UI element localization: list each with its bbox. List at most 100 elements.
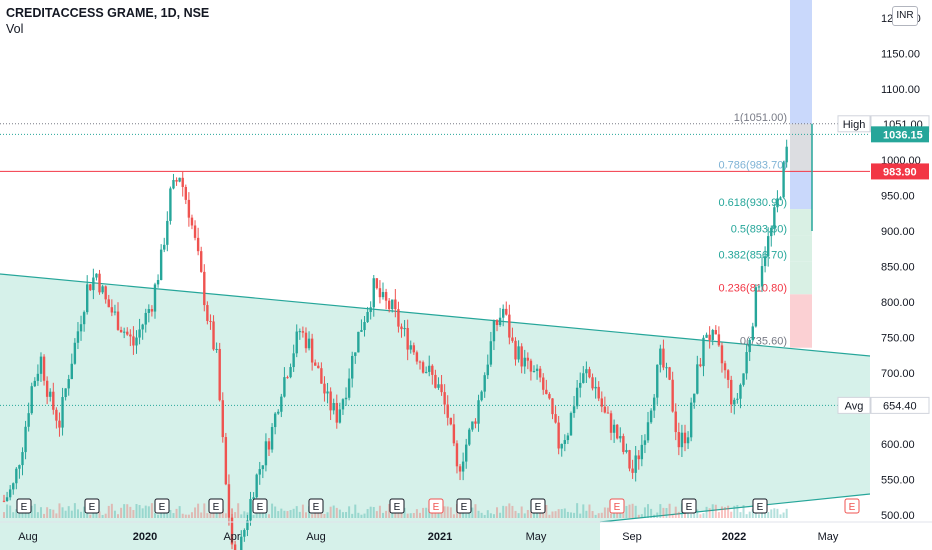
price-tag-value: 983.90	[883, 166, 917, 178]
volume-bar	[27, 512, 30, 518]
candle-body	[280, 396, 283, 412]
candle-body	[61, 397, 64, 428]
price-tag-label: High	[843, 119, 866, 131]
candle-body	[569, 413, 573, 436]
earnings-marker: E	[530, 498, 546, 514]
fib-label: 0.786(983.70)	[719, 160, 788, 172]
candle-body	[175, 180, 178, 182]
candle-body	[551, 398, 554, 415]
candle-body	[307, 338, 311, 349]
candle-body	[344, 397, 348, 400]
volume-bar	[98, 511, 101, 518]
earnings-box	[681, 498, 697, 514]
candle-body	[357, 331, 360, 353]
volume-bar	[372, 507, 375, 518]
volume-bar	[508, 503, 511, 518]
volume-bar	[677, 511, 680, 518]
volume-bar	[113, 510, 116, 518]
fib-label: 0.5(893.80)	[731, 223, 787, 235]
candle-body	[184, 186, 188, 200]
volume-bar	[551, 511, 554, 518]
volume-bar	[30, 505, 33, 518]
candle-body	[579, 382, 582, 388]
volume-bar	[6, 504, 9, 518]
currency-button[interactable]: INR	[892, 6, 918, 26]
candle-body	[726, 370, 730, 380]
candle-body	[378, 288, 382, 298]
symbol-title[interactable]: CREDITACCESS GRAME, 1D, NSE	[6, 6, 210, 20]
candle-body	[717, 334, 721, 346]
volume-bar	[215, 510, 218, 518]
volume-bar	[674, 506, 677, 518]
volume-bar	[643, 507, 646, 518]
candle-body	[45, 380, 49, 397]
candle-body	[505, 308, 508, 315]
volume-bar	[184, 514, 187, 518]
candle-body	[320, 368, 323, 384]
candle-body	[465, 444, 468, 462]
channel-upper-line	[0, 273, 871, 357]
volume-bar	[341, 512, 344, 518]
candle-body	[129, 334, 132, 337]
earnings-marker: E	[16, 498, 32, 514]
volume-bar	[492, 514, 495, 518]
volume-bar	[369, 506, 372, 518]
volume-bar	[474, 504, 477, 518]
volume-bar	[465, 513, 468, 518]
x-tick-label: Apr	[223, 531, 240, 543]
volume-bar	[671, 514, 674, 518]
candle-body	[261, 465, 265, 470]
candle-body	[289, 367, 292, 378]
candle-body	[446, 404, 449, 418]
candle-body	[458, 466, 462, 472]
volume-bar	[785, 508, 788, 518]
candle-body	[760, 266, 764, 287]
candle-body	[705, 334, 708, 338]
candle-body	[619, 436, 622, 439]
volume-bar	[579, 513, 582, 518]
candle-body	[406, 327, 409, 350]
volume-bar	[126, 504, 129, 518]
volume-bar	[650, 508, 653, 518]
volume-bar	[76, 509, 79, 518]
candle-body	[70, 363, 73, 380]
earnings-marker: E	[428, 498, 444, 514]
candle-body	[21, 452, 24, 466]
volume-bar	[89, 514, 92, 518]
candle-body	[18, 465, 21, 469]
volume-bar	[557, 509, 560, 518]
candle-body	[326, 391, 329, 394]
volume-bar	[15, 509, 18, 518]
candle-body	[193, 225, 197, 238]
candle-body	[594, 386, 597, 389]
volume-bar	[317, 509, 320, 518]
volume-label[interactable]: Vol	[6, 22, 24, 36]
volume-bar	[33, 503, 36, 518]
volume-bar	[326, 512, 329, 518]
volume-bar	[486, 510, 489, 518]
volume-bar	[274, 506, 277, 518]
volume-bar	[36, 512, 39, 518]
candle-body	[397, 309, 400, 327]
volume-bar	[634, 505, 637, 518]
candle-body	[582, 373, 585, 383]
earnings-label: E	[394, 502, 401, 513]
volume-bar	[206, 513, 209, 518]
candle-body	[668, 367, 671, 380]
volume-bar	[323, 513, 326, 518]
volume-bar	[64, 510, 67, 518]
volume-bar	[166, 510, 169, 518]
candle-body	[649, 410, 653, 423]
candle-body	[5, 497, 9, 502]
candle-body	[662, 348, 665, 368]
earnings-box	[428, 498, 444, 514]
candle-body	[677, 432, 681, 448]
candle-body	[138, 329, 141, 338]
candle-body	[733, 399, 736, 405]
candle-body	[187, 199, 191, 218]
candle-body	[150, 309, 154, 312]
volume-bar	[751, 508, 754, 518]
candle-body	[79, 324, 83, 332]
volume-bar	[301, 504, 304, 518]
